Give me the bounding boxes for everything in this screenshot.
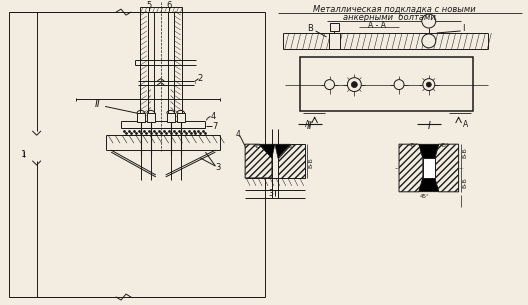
Text: 7: 7 bbox=[213, 122, 218, 131]
Text: I: I bbox=[463, 24, 465, 34]
Bar bbox=[423, 158, 435, 178]
Text: 45°: 45° bbox=[286, 144, 296, 149]
Polygon shape bbox=[278, 144, 305, 178]
Polygon shape bbox=[435, 144, 459, 192]
Bar bbox=[328, 33, 341, 49]
Circle shape bbox=[325, 80, 335, 90]
Text: 45°: 45° bbox=[409, 143, 419, 148]
Text: 45°: 45° bbox=[254, 144, 264, 149]
Text: А - А: А - А bbox=[368, 20, 386, 30]
Bar bbox=[137, 113, 145, 122]
Text: 4: 4 bbox=[211, 112, 216, 121]
Text: А: А bbox=[463, 120, 468, 129]
Bar bbox=[300, 57, 474, 111]
Text: В: В bbox=[307, 24, 313, 34]
Text: 5: 5 bbox=[146, 1, 152, 10]
Text: II: II bbox=[307, 121, 313, 131]
Circle shape bbox=[426, 82, 431, 87]
Text: Б-Б: Б-Б bbox=[462, 178, 467, 188]
Bar bbox=[177, 113, 185, 122]
Polygon shape bbox=[275, 144, 291, 158]
Text: 45°: 45° bbox=[440, 143, 449, 148]
Text: II: II bbox=[95, 99, 100, 109]
Text: 4: 4 bbox=[235, 130, 241, 139]
Circle shape bbox=[423, 79, 435, 91]
Text: Б-Б: Б-Б bbox=[462, 148, 467, 159]
Text: анкерными  болтами: анкерными болтами bbox=[343, 13, 436, 22]
Text: А: А bbox=[305, 120, 310, 129]
Text: 3: 3 bbox=[215, 163, 221, 173]
Text: 2: 2 bbox=[198, 74, 203, 83]
Text: 1: 1 bbox=[21, 149, 26, 159]
Circle shape bbox=[394, 80, 404, 90]
Bar bbox=[167, 113, 175, 122]
Text: Металлическая подкладка с новыми: Металлическая подкладка с новыми bbox=[313, 5, 475, 14]
Polygon shape bbox=[419, 144, 439, 158]
Bar bbox=[329, 23, 340, 31]
Text: 3: 3 bbox=[269, 189, 274, 198]
Text: 6: 6 bbox=[166, 1, 172, 10]
Bar bbox=[147, 113, 155, 122]
Text: Б-Б: Б-Б bbox=[308, 158, 313, 168]
Polygon shape bbox=[259, 144, 275, 158]
Polygon shape bbox=[419, 178, 439, 192]
Circle shape bbox=[347, 78, 361, 92]
Circle shape bbox=[422, 14, 436, 28]
Polygon shape bbox=[399, 144, 423, 192]
Text: 45°: 45° bbox=[420, 194, 430, 199]
Text: I: I bbox=[427, 121, 430, 131]
Circle shape bbox=[351, 82, 357, 88]
Polygon shape bbox=[245, 144, 272, 178]
Circle shape bbox=[422, 34, 436, 48]
